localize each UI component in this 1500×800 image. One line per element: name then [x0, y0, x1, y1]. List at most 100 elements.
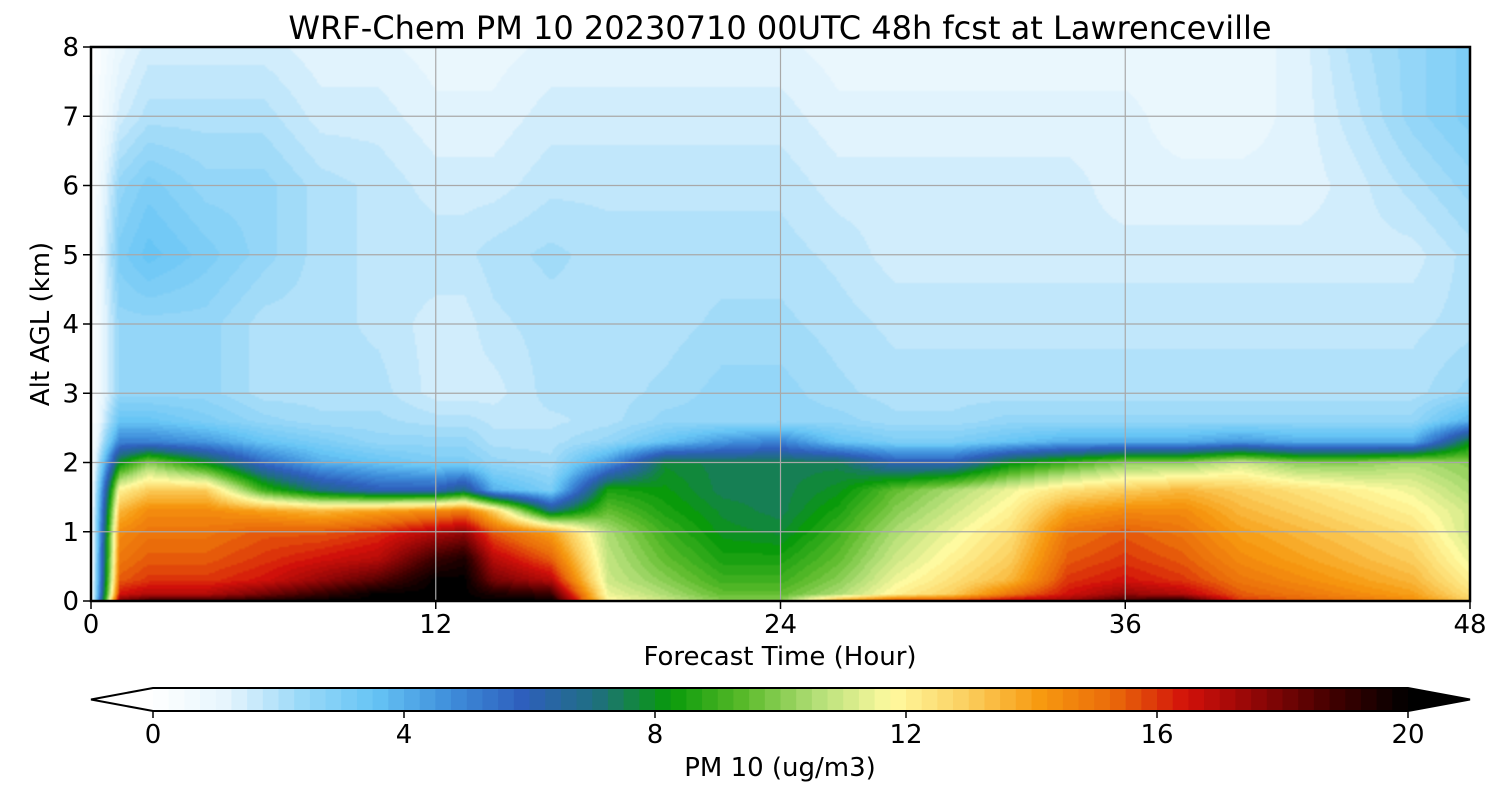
- x-tick-label: 12: [419, 610, 452, 640]
- colorbar-segment: [796, 688, 813, 711]
- colorbar-segment: [545, 688, 562, 711]
- grid-lines: [91, 47, 1470, 601]
- colorbar-tick-label: 8: [647, 720, 664, 750]
- x-tick-label: 48: [1453, 610, 1486, 640]
- colorbar-segment: [592, 688, 609, 711]
- colorbar-max-extend: [1408, 688, 1470, 711]
- colorbar-segment: [858, 688, 876, 711]
- colorbar-segment: [1094, 688, 1111, 711]
- y-tick-label: 3: [62, 379, 79, 409]
- colorbar-segment: [874, 688, 891, 711]
- colorbar-segment: [890, 688, 907, 711]
- colorbar-segment: [482, 688, 499, 711]
- colorbar-segment: [168, 688, 185, 711]
- colorbar-segment: [1235, 688, 1252, 711]
- colorbar-segment: [780, 688, 797, 711]
- colorbar-min-extend: [91, 688, 153, 711]
- colorbar-segment: [1157, 688, 1174, 711]
- colorbar-segment: [309, 688, 327, 711]
- colorbar-segment: [921, 688, 938, 711]
- y-tick-label: 2: [62, 449, 79, 479]
- x-tick-label: 0: [83, 610, 100, 640]
- colorbar-segment: [451, 688, 468, 711]
- x-tick-label: 36: [1109, 610, 1142, 640]
- colorbar-segment: [200, 688, 217, 711]
- colorbar-segment: [1125, 688, 1142, 711]
- x-tick-label: 24: [764, 610, 797, 640]
- colorbar-segment: [764, 688, 782, 711]
- y-tick-label: 4: [62, 310, 79, 340]
- colorbar-segment: [937, 688, 954, 711]
- colorbar-segment: [1266, 688, 1284, 711]
- colorbar-segment: [1251, 688, 1268, 711]
- x-axis-label: Forecast Time (Hour): [643, 642, 916, 672]
- y-axis-label: Alt AGL (km): [26, 242, 56, 406]
- colorbar-segment: [1047, 688, 1064, 711]
- y-tick-label: 8: [62, 33, 79, 63]
- y-tick-label: 7: [62, 102, 79, 132]
- colorbar-segment: [1015, 688, 1033, 711]
- colorbar-segment: [466, 688, 484, 711]
- colorbar-segment: [576, 688, 593, 711]
- colorbar-segment: [1078, 688, 1095, 711]
- colorbar-segment: [356, 688, 374, 711]
- colorbar-segment: [325, 688, 342, 711]
- colorbar-segment: [623, 688, 640, 711]
- colorbar-segment: [984, 688, 1001, 711]
- colorbar-segment: [184, 688, 201, 711]
- colorbar-segment: [670, 688, 687, 711]
- colorbar-segment: [733, 688, 750, 711]
- y-tick-label: 1: [62, 518, 79, 548]
- colorbar-segment: [1204, 688, 1221, 711]
- colorbar-segment: [1031, 688, 1048, 711]
- colorbar-segment: [639, 688, 656, 711]
- colorbar-label: PM 10 (ug/m3): [684, 753, 876, 783]
- colorbar-segment: [702, 688, 719, 711]
- colorbar-segment: [1062, 688, 1080, 711]
- colorbar-segment: [1282, 688, 1299, 711]
- colorbar-segment: [717, 688, 735, 711]
- colorbar-segment: [153, 688, 170, 711]
- colorbar-segment: [231, 688, 248, 711]
- colorbar-segment: [1298, 688, 1315, 711]
- colorbar-segment: [1392, 688, 1409, 711]
- colorbar-segment: [388, 688, 405, 711]
- colorbar-segment: [341, 688, 358, 711]
- colorbar-segment: [1219, 688, 1237, 711]
- colorbar-segment: [294, 688, 311, 711]
- colorbar-segment: [498, 688, 515, 711]
- colorbar-segment: [435, 688, 452, 711]
- colorbar-segment: [968, 688, 986, 711]
- colorbar-segment: [607, 688, 625, 711]
- y-tick-label: 0: [62, 587, 79, 617]
- colorbar-segment: [247, 688, 264, 711]
- colorbar-tick-label: 0: [145, 720, 162, 750]
- colorbar-segment: [1172, 688, 1189, 711]
- x-axis-ticks: 0 12 24 36 48: [83, 601, 1487, 640]
- colorbar-segment: [843, 688, 860, 711]
- y-tick-label: 6: [62, 172, 79, 202]
- colorbar-segment: [827, 688, 844, 711]
- colorbar-segment: [1313, 688, 1331, 711]
- colorbar-segment: [513, 688, 531, 711]
- chart-title: WRF-Chem PM 10 20230710 00UTC 48h fcst a…: [288, 9, 1271, 47]
- colorbar-segment: [906, 688, 923, 711]
- colorbar-segment: [262, 688, 280, 711]
- colorbar-segment: [1329, 688, 1346, 711]
- colorbar-segment: [1188, 688, 1205, 711]
- colorbar-segment: [749, 688, 766, 711]
- colorbar-segment: [1109, 688, 1127, 711]
- colorbar-tick-label: 16: [1140, 720, 1173, 750]
- colorbar-tick-label: 12: [889, 720, 922, 750]
- colorbar-segment: [1376, 688, 1393, 711]
- colorbar-segment: [1000, 688, 1017, 711]
- colorbar-tick-label: 20: [1391, 720, 1424, 750]
- colorbar-segment: [1360, 688, 1378, 711]
- colorbar-segment: [404, 688, 421, 711]
- colorbar-segment: [529, 688, 546, 711]
- colorbar-segment: [215, 688, 233, 711]
- colorbar-segment: [953, 688, 970, 711]
- y-tick-label: 5: [62, 241, 79, 271]
- colorbar-segment: [1345, 688, 1362, 711]
